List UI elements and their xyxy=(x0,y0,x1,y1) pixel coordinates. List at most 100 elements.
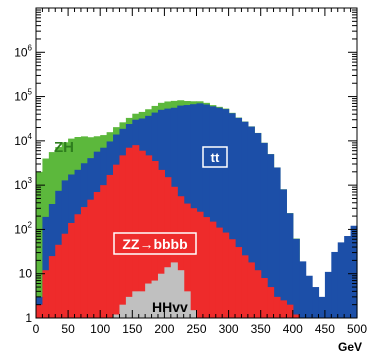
x-tick-label-350: 350 xyxy=(251,322,271,336)
bar-hhvv-24 xyxy=(190,310,198,318)
annotation-hh: HHvv xyxy=(152,299,188,315)
bar-tt-41 xyxy=(299,261,307,318)
annotation-zh: ZH xyxy=(54,139,74,156)
x-tick-label-500: 500 xyxy=(347,322,367,336)
bar-zzbbbb-39 xyxy=(286,304,294,318)
bar-zzbbbb-26 xyxy=(202,217,210,318)
y-tick-labels: 1 10 102 103 104 105 106 xyxy=(14,43,32,325)
x-tick-label-400: 400 xyxy=(283,322,303,336)
x-tick-label-450: 450 xyxy=(315,322,335,336)
bar-zzbbbb-33 xyxy=(247,262,255,318)
bar-zzbbbb-10 xyxy=(100,185,108,318)
bar-tt-27 xyxy=(209,106,217,318)
bar-hhvv-22 xyxy=(177,270,185,318)
bar-hhvv-12 xyxy=(113,314,121,318)
annotation-zz-box xyxy=(113,232,197,255)
bar-tt-34 xyxy=(254,133,262,318)
y-tick-label-100000: 105 xyxy=(14,88,32,104)
axis-ticks xyxy=(35,8,358,319)
y-tick-label-1: 1 xyxy=(25,311,32,325)
bar-hhvv-17 xyxy=(145,283,153,318)
bar-hhvv-19 xyxy=(157,273,165,318)
bar-tt-40 xyxy=(292,238,300,318)
bar-hhvv-16 xyxy=(138,291,146,318)
bar-tt-32 xyxy=(241,121,249,318)
bar-tt-44 xyxy=(318,296,326,318)
bar-zzbbbb-23 xyxy=(183,203,191,318)
bar-tt-47 xyxy=(337,242,345,318)
bar-zzbbbb-40 xyxy=(292,314,300,318)
bar-tt-30 xyxy=(228,113,236,319)
x-tick-label-300: 300 xyxy=(219,322,239,336)
bar-zh-0 xyxy=(36,171,44,318)
bar-zzbbbb-38 xyxy=(279,300,287,318)
bar-tt-39 xyxy=(286,213,294,318)
bar-zzbbbb-1 xyxy=(42,270,50,318)
bar-zzbbbb-6 xyxy=(74,214,82,318)
bar-zzbbbb-31 xyxy=(235,247,243,318)
bar-zzbbbb-37 xyxy=(273,296,281,318)
bar-zzbbbb-15 xyxy=(132,145,140,318)
bar-zzbbbb-9 xyxy=(93,192,101,318)
bar-tt-37 xyxy=(273,167,281,318)
bar-tt-35 xyxy=(260,142,268,318)
bar-hhvv-20 xyxy=(164,267,172,318)
bar-tt-48 xyxy=(344,236,352,318)
bar-zzbbbb-8 xyxy=(87,199,95,318)
bar-zzbbbb-27 xyxy=(209,221,217,318)
bar-zzbbbb-28 xyxy=(215,227,223,318)
annotation-tt-box xyxy=(202,146,228,168)
bar-zzbbbb-22 xyxy=(177,196,185,318)
bar-zzbbbb-4 xyxy=(61,233,69,318)
bar-tt-49 xyxy=(350,225,358,318)
bar-hhvv-18 xyxy=(151,280,159,318)
y-tick-label-1000000: 106 xyxy=(14,43,32,59)
bar-tt-42 xyxy=(305,275,313,318)
bar-tt-26 xyxy=(202,104,210,318)
bar-tt-33 xyxy=(247,126,255,318)
x-tick-labels: 0 50 100 150 200 250 300 350 400 450 500 xyxy=(33,322,368,336)
bar-tt-38 xyxy=(279,189,287,318)
bar-tt-1 xyxy=(42,216,50,318)
bar-hhvv-14 xyxy=(125,296,133,318)
bar-zzbbbb-30 xyxy=(228,239,236,318)
x-tick-label-50: 50 xyxy=(61,322,75,336)
annotation-zz: ZZ→bbbb xyxy=(122,236,187,252)
bar-zzbbbb-0 xyxy=(36,304,44,318)
x-tick-label-0: 0 xyxy=(33,322,40,336)
x-tick-label-150: 150 xyxy=(122,322,142,336)
bar-zzbbbb-36 xyxy=(267,287,275,318)
annotation-tt: tt xyxy=(211,150,220,165)
bar-tt-45 xyxy=(324,271,332,318)
y-tick-label-10000: 104 xyxy=(14,132,32,148)
bar-hhvv-13 xyxy=(119,304,127,318)
bar-tt-31 xyxy=(235,117,243,318)
bar-zzbbbb-35 xyxy=(260,278,268,318)
bar-hhvv-15 xyxy=(132,291,140,318)
bar-zzbbbb-11 xyxy=(106,174,114,318)
bar-zzbbbb-3 xyxy=(55,244,63,318)
bar-tt-43 xyxy=(312,287,320,318)
x-tick-label-250: 250 xyxy=(186,322,206,336)
bar-tt-25 xyxy=(196,103,204,318)
bar-zzbbbb-32 xyxy=(241,255,249,318)
bar-zzbbbb-2 xyxy=(48,256,56,318)
bar-zzbbbb-7 xyxy=(80,207,88,318)
bar-zzbbbb-25 xyxy=(196,211,204,318)
histogram-bars xyxy=(36,100,358,319)
bar-tt-46 xyxy=(331,251,339,318)
bar-zzbbbb-5 xyxy=(68,222,76,318)
bar-tt-28 xyxy=(215,107,223,318)
x-tick-label-200: 200 xyxy=(154,322,174,336)
y-tick-label-10: 10 xyxy=(19,267,33,281)
x-tick-label-100: 100 xyxy=(90,322,110,336)
bar-hhvv-23 xyxy=(183,291,191,318)
bar-tt-36 xyxy=(267,154,275,318)
y-tick-label-100: 102 xyxy=(14,220,32,236)
x-axis-unit: GeV xyxy=(338,340,362,354)
bar-tt-29 xyxy=(222,109,230,319)
bar-zzbbbb-34 xyxy=(254,270,262,318)
bar-hhvv-21 xyxy=(170,262,178,318)
y-tick-label-1000: 103 xyxy=(14,176,32,192)
